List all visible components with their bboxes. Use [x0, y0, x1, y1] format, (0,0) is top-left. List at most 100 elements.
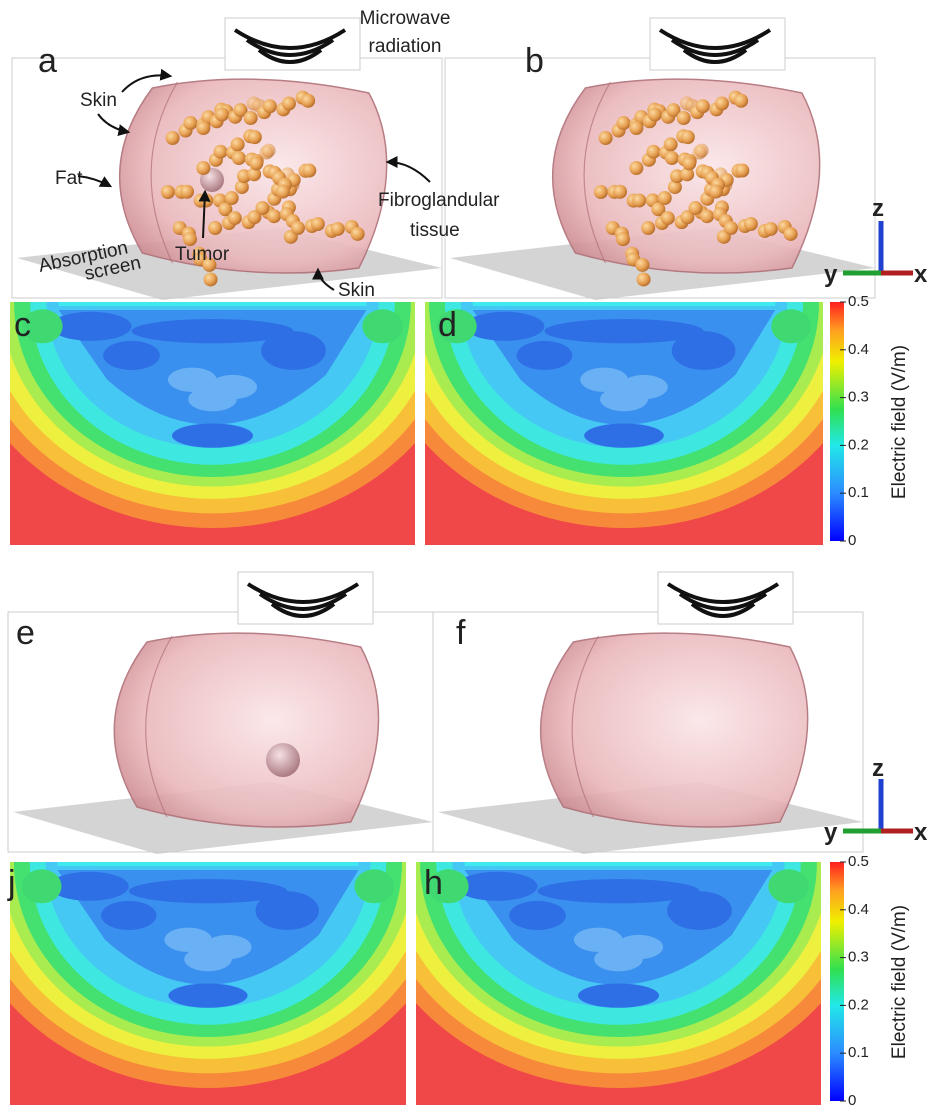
field-low — [509, 901, 566, 930]
gland-bead — [646, 145, 660, 159]
gland-bead — [709, 185, 723, 199]
gland-bead — [161, 185, 175, 199]
tumor — [266, 743, 300, 777]
axis-label: x — [914, 819, 928, 846]
gland-bead — [637, 272, 651, 286]
gland-bead — [232, 151, 246, 165]
microwave-label: radiation — [369, 36, 442, 57]
gland-bead — [255, 201, 269, 215]
axis-label: z — [872, 755, 884, 782]
gland-bead — [594, 185, 608, 199]
panel-letter: j — [7, 864, 16, 902]
gland-bead — [231, 137, 245, 151]
colorbar-tick-label: 0.4 — [848, 341, 869, 358]
field-low — [584, 424, 664, 448]
gland-bead — [664, 137, 678, 151]
gland-bead — [616, 116, 630, 130]
panel-letter: b — [525, 42, 544, 80]
gland-bead — [641, 221, 655, 235]
colorbar-tick-label: 0.5 — [848, 853, 869, 870]
gland-bead — [196, 161, 210, 175]
gland-bead — [228, 211, 242, 225]
gland-bead — [166, 131, 180, 145]
field-blob — [600, 387, 648, 411]
gland-bead — [629, 161, 643, 175]
field-corner — [355, 869, 395, 903]
gland-bead — [263, 99, 277, 113]
breast-model — [541, 633, 808, 827]
gland-bead — [244, 111, 258, 125]
gland-bead — [665, 151, 679, 165]
gland-bead — [744, 217, 758, 231]
gland-bead — [700, 209, 714, 223]
field-corner — [768, 869, 809, 903]
page: 00.10.20.30.40.500.10.20.30.40.5 Microwa… — [0, 0, 934, 1114]
panel-letter: h — [424, 864, 443, 902]
model-panel — [433, 572, 863, 854]
gland-bead — [682, 156, 696, 170]
panel-letter: f — [456, 614, 466, 652]
gland-bead — [629, 121, 643, 135]
panel-letter: a — [38, 42, 57, 80]
axis-label: y — [824, 819, 838, 846]
annotation: Fibroglandular — [378, 190, 500, 211]
gland-bead — [196, 121, 210, 135]
annotation: Fat — [55, 168, 83, 189]
field-low — [578, 984, 659, 1008]
gland-bead — [734, 94, 748, 108]
colorbar-tick-label: 0.5 — [848, 293, 869, 310]
colorbar-tick-label: 0.1 — [848, 484, 869, 501]
axis-label: z — [872, 195, 884, 222]
gland-bead — [724, 221, 738, 235]
colorbar-label: Electric field (V/m) — [889, 345, 910, 499]
field-low — [672, 331, 736, 370]
gland-bead — [632, 193, 646, 207]
model-panel — [8, 572, 433, 854]
gland-bead — [331, 222, 345, 236]
gland-bead — [351, 227, 365, 241]
gland-bead — [183, 116, 197, 130]
colorbar — [830, 862, 844, 1101]
colorbar-tick-label: 0.1 — [848, 1044, 869, 1061]
gland-bead — [764, 222, 778, 236]
axis-label: x — [914, 261, 928, 288]
breast-model — [114, 633, 378, 827]
gland-bead — [225, 191, 239, 205]
colorbar — [830, 302, 844, 541]
colorbar-tick-label: 0.2 — [848, 436, 869, 453]
gland-bead — [180, 185, 194, 199]
panel-letter: e — [16, 614, 35, 652]
gland-bead — [249, 156, 263, 170]
annotation: Tumor — [175, 244, 230, 265]
gland-bead — [715, 97, 729, 111]
annotation: tissue — [410, 220, 460, 241]
microwave-label: Microwave — [360, 8, 451, 29]
panel-letter: d — [438, 306, 457, 344]
gland-bead — [658, 191, 672, 205]
field-top — [465, 862, 773, 866]
field-low — [101, 901, 156, 930]
gland-bead — [267, 209, 281, 223]
field-low — [261, 331, 326, 370]
figure: 00.10.20.30.40.500.10.20.30.40.5 Microwa… — [0, 0, 934, 1109]
model-panel — [445, 18, 875, 300]
gland-bead — [613, 185, 627, 199]
colorbar-tick-label: 0.3 — [848, 389, 869, 406]
field-low — [103, 341, 160, 370]
gland-bead — [661, 211, 675, 225]
field-low — [667, 891, 732, 930]
gland-bead — [695, 144, 709, 158]
gland-bead — [311, 217, 325, 231]
field-corner — [22, 869, 62, 903]
colorbar-tick-label: 0.2 — [848, 996, 869, 1013]
gland-bead — [599, 131, 613, 145]
gland-bead — [276, 185, 290, 199]
gland-bead — [688, 201, 702, 215]
colorbar-label: Electric field (V/m) — [889, 905, 910, 1059]
colorbar-tick-label: 0.4 — [848, 901, 869, 918]
field-low — [172, 424, 253, 448]
gland-bead — [204, 272, 218, 286]
gland-bead — [735, 164, 749, 178]
field-low — [168, 984, 247, 1008]
field-top — [58, 862, 359, 866]
